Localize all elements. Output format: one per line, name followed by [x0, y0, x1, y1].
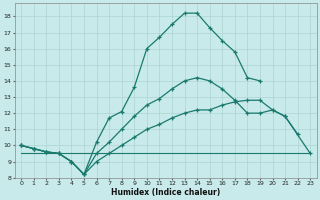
X-axis label: Humidex (Indice chaleur): Humidex (Indice chaleur)	[111, 188, 220, 197]
